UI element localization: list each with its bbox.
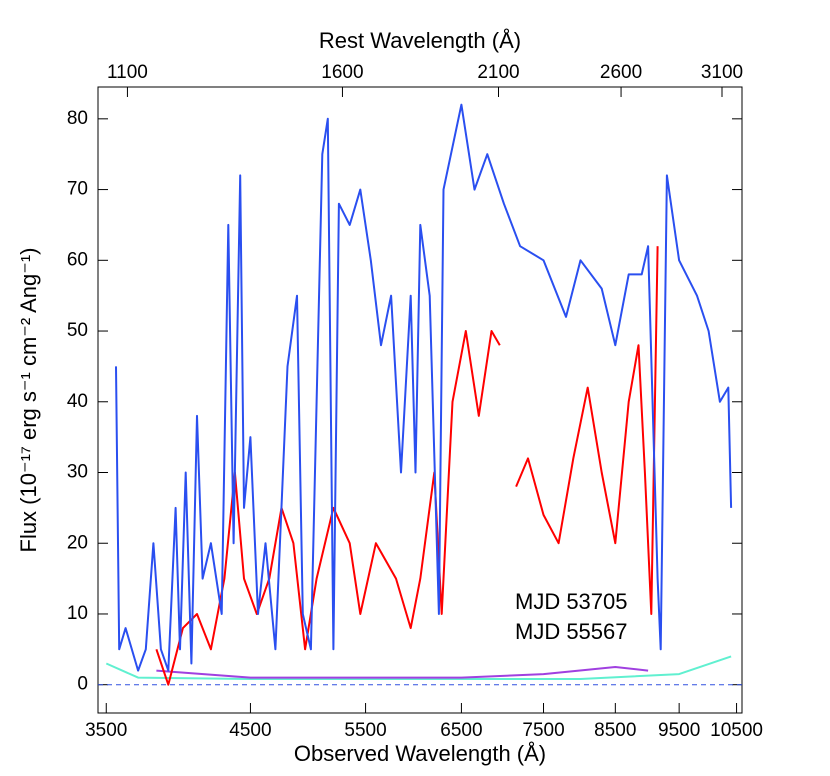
x-tick-label: 7500 xyxy=(522,720,564,741)
y-tick-label: 80 xyxy=(67,108,88,129)
x-tick-label: 6500 xyxy=(440,720,482,741)
y-tick-label: 30 xyxy=(67,462,88,483)
y-tick-label: 40 xyxy=(67,391,88,412)
y-axis-title: Flux (10⁻¹⁷ erg s⁻¹ cm⁻² Ang⁻¹) xyxy=(16,247,41,552)
series-line xyxy=(105,655,732,680)
y-tick-label: 50 xyxy=(67,320,88,341)
x-tick-label: 10500 xyxy=(710,720,763,741)
x2-tick-label: 1600 xyxy=(321,62,363,83)
x-tick-label: 5500 xyxy=(344,720,386,741)
y-tick-label: 70 xyxy=(67,179,88,200)
x2-tick-label: 3100 xyxy=(701,62,743,83)
legend-entry: MJD 55567 xyxy=(515,619,628,644)
series-line xyxy=(515,246,659,615)
x-tick-label: 3500 xyxy=(85,720,127,741)
x-tick-label: 9500 xyxy=(658,720,700,741)
series-line xyxy=(155,330,501,686)
legend-entry: MJD 53705 xyxy=(515,589,628,614)
plot-area xyxy=(98,103,742,686)
y-tick-label: 20 xyxy=(67,532,88,553)
plot-frame xyxy=(97,86,743,714)
y-tick-label: 10 xyxy=(67,603,88,624)
series-line xyxy=(156,666,649,679)
x2-axis-title: Rest Wavelength (Å) xyxy=(319,28,521,53)
x-tick-label: 8500 xyxy=(594,720,636,741)
x-axis-title: Observed Wavelength (Å) xyxy=(294,741,546,766)
x-tick-label: 4500 xyxy=(229,720,271,741)
y-tick-label: 0 xyxy=(77,674,88,695)
x2-tick-label: 2600 xyxy=(600,62,642,83)
series-line xyxy=(115,103,733,672)
y-tick-label: 60 xyxy=(67,249,88,270)
x2-tick-label: 2100 xyxy=(477,62,519,83)
x2-tick-label: 1100 xyxy=(107,62,148,83)
